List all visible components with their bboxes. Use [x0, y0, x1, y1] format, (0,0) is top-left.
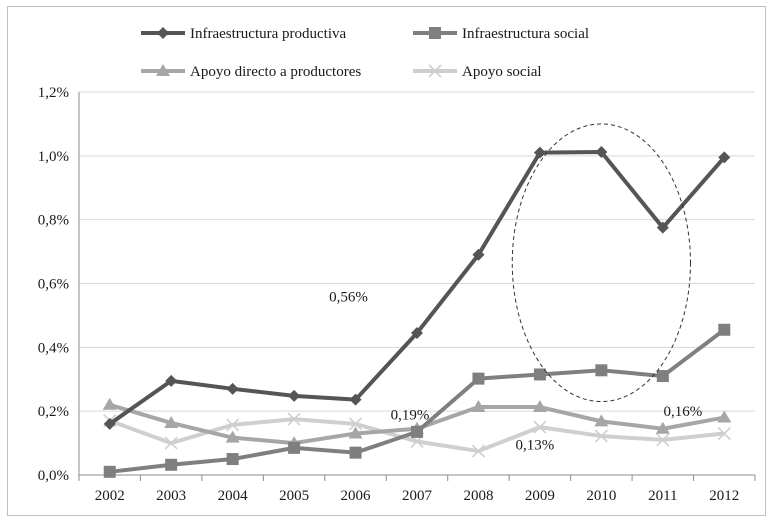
data-point — [288, 389, 301, 402]
data-point — [226, 418, 240, 432]
legend: Infraestructura productiva Infraestructur… — [141, 26, 589, 80]
data-point — [164, 415, 179, 428]
data-point — [349, 446, 362, 459]
data-point — [655, 421, 670, 434]
data-point — [472, 372, 485, 385]
x-tick-label: 2006 — [341, 488, 372, 504]
y-tick-label: 1,0% — [38, 149, 69, 165]
data-point — [656, 433, 670, 447]
legend-item: Apoyo social — [413, 64, 542, 80]
data-point — [717, 426, 731, 441]
legend-marker — [157, 27, 169, 39]
x-tick-label: 2004 — [218, 488, 249, 504]
data-point — [103, 417, 116, 430]
data-point — [165, 374, 178, 387]
series-infraestructura-productiva — [103, 146, 731, 430]
y-tick-label: 0,2% — [38, 404, 69, 420]
data-point — [411, 326, 423, 339]
annotation-label: 0,13% — [516, 438, 555, 454]
x-tick-label: 2009 — [525, 488, 555, 504]
data-point — [595, 364, 608, 377]
legend-item: Apoyo directo a productores — [141, 64, 361, 80]
annotation-label: 0,16% — [663, 404, 702, 420]
annotation-label: 0,19% — [391, 407, 430, 423]
legend-marker — [429, 27, 441, 39]
legend-item: Infraestructura productiva — [141, 26, 347, 42]
data-point — [103, 465, 116, 478]
data-point — [164, 436, 178, 450]
legend-label: Infraestructura social — [462, 26, 589, 42]
data-point — [411, 425, 423, 438]
x-tick-label: 2011 — [648, 488, 677, 504]
y-tick-label: 0,0% — [38, 468, 69, 484]
x-tick-label: 2007 — [402, 488, 433, 504]
data-point — [533, 368, 546, 381]
x-tick-label: 2010 — [586, 488, 616, 504]
data-point — [472, 248, 485, 261]
data-point — [226, 382, 239, 395]
y-tick-label: 0,4% — [38, 340, 69, 356]
data-point — [656, 370, 669, 383]
data-point — [348, 426, 363, 439]
x-tick-label: 2012 — [709, 488, 739, 504]
y-tick-label: 0,8% — [38, 213, 69, 229]
legend-item: Infraestructura social — [413, 26, 589, 42]
data-point — [165, 458, 178, 471]
data-point — [533, 420, 547, 434]
data-point — [225, 430, 240, 443]
y-tick-label: 1,2% — [38, 85, 69, 101]
data-point — [656, 221, 669, 234]
data-point — [717, 410, 732, 423]
series-infraestructura-social — [103, 323, 731, 478]
data-point — [718, 323, 731, 336]
data-point — [595, 146, 608, 159]
legend-marker — [156, 64, 170, 76]
data-point — [532, 400, 547, 413]
data-point — [594, 429, 608, 443]
legend-marker — [428, 64, 442, 78]
data-point — [533, 146, 546, 159]
annotation-label: 0,56% — [329, 289, 368, 305]
y-tick-label: 0,6% — [38, 277, 69, 293]
legend-label: Apoyo social — [462, 64, 542, 80]
series-line — [109, 328, 726, 474]
highlight-ellipse — [511, 123, 691, 403]
x-tick-label: 2003 — [156, 488, 186, 504]
series-line — [108, 150, 726, 426]
x-tick-label: 2008 — [463, 488, 493, 504]
data-point — [471, 444, 486, 458]
data-point — [349, 393, 362, 406]
data-point — [226, 453, 239, 466]
x-tick-label: 2002 — [95, 488, 125, 504]
x-tick-label: 2005 — [279, 488, 309, 504]
data-point — [594, 414, 609, 427]
data-point — [471, 400, 486, 413]
data-point — [102, 397, 117, 410]
legend-label: Infraestructura productiva — [190, 26, 347, 42]
data-point — [288, 441, 301, 454]
data-point — [287, 412, 301, 426]
data-point — [718, 151, 731, 164]
legend-label: Apoyo directo a productores — [190, 64, 361, 80]
data-point — [348, 417, 363, 431]
